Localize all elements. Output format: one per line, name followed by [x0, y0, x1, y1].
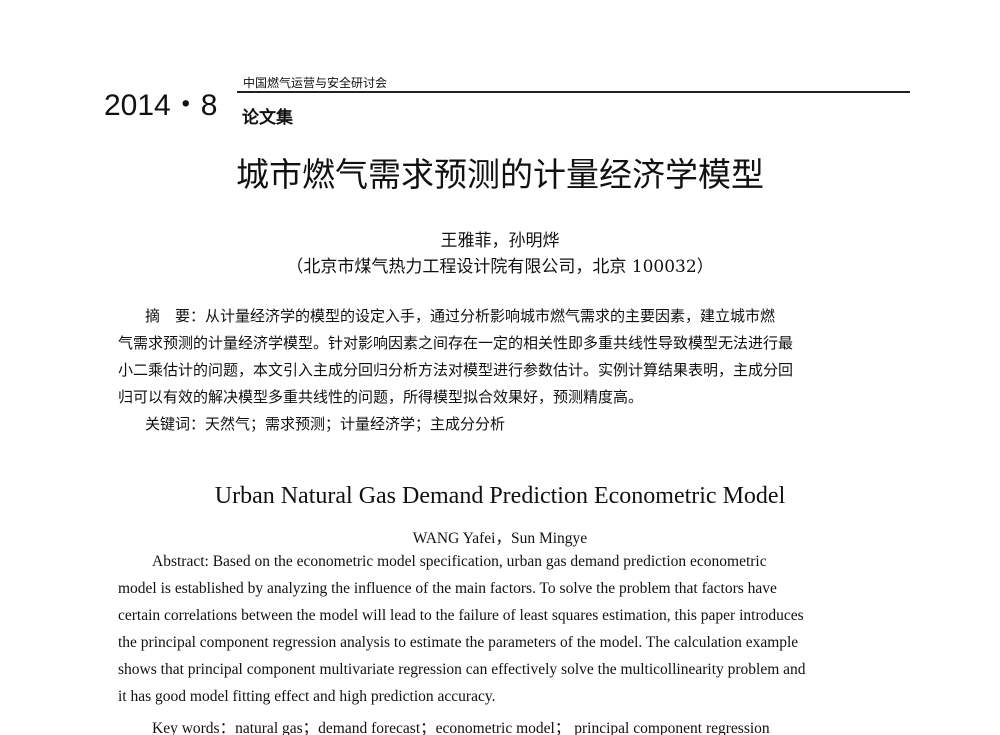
en-abstract-line: model is established by analyzing the in… [118, 580, 777, 597]
en-abstract-line: it has good model fitting effect and hig… [118, 688, 496, 705]
cn-abstract-line: 气需求预测的计量经济学模型。针对影响因素之间存在一定的相关性即多重共线性导致模型… [118, 334, 794, 352]
en-abstract-line: certain correlations between the model w… [118, 607, 804, 624]
conference-name: 中国燃气运营与安全研讨会 [243, 76, 388, 90]
cn-keywords: 关键词：天然气；需求预测；计量经济学；主成分分析 [145, 415, 506, 433]
en-keywords: Key words：natural gas；demand forecast；ec… [152, 720, 770, 735]
year-issue: 2014・8 [104, 89, 218, 122]
en-abstract-line: shows that principal component multivari… [118, 661, 806, 678]
cn-abstract-line: 归可以有效的解决模型多重共线性的问题，所得模型拟合效果好，预测精度高。 [118, 388, 644, 406]
cn-affiliation: （北京市煤气热力工程设计院有限公司，北京 100032） [286, 257, 714, 277]
cn-authors: 王雅菲，孙明烨 [440, 231, 560, 251]
cn-abstract-line: 小二乘估计的问题，本文引入主成分回归分析方法对模型进行参数估计。实例计算结果表明… [118, 361, 794, 379]
cn-title: 城市燃气需求预测的计量经济学模型 [236, 155, 764, 194]
header-rule [237, 91, 910, 93]
en-abstract-line: the principal component regression analy… [118, 634, 799, 651]
cn-abstract-line: 摘 要：从计量经济学的模型的设定入手，通过分析影响城市燃气需求的主要因素，建立城… [145, 307, 776, 325]
en-abstract-line: Abstract: Based on the econometric model… [152, 553, 767, 570]
collection-label: 论文集 [242, 108, 293, 128]
en-authors: WANG Yafei，Sun Mingye [412, 530, 588, 547]
en-title: Urban Natural Gas Demand Prediction Econ… [214, 483, 786, 509]
